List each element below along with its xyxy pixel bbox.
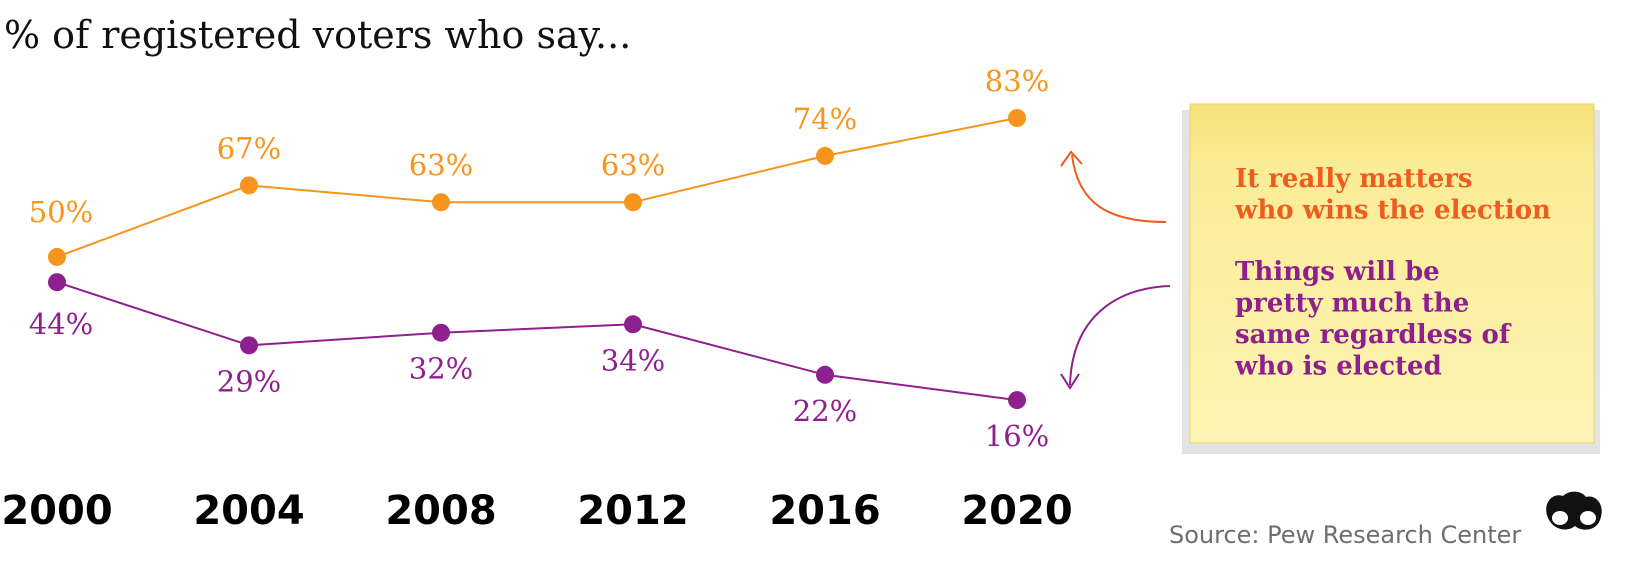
data-label: 83% <box>985 64 1049 98</box>
data-labels: 50% 67% 63% 63% 74% 83% 44% 29% 32% 34% 22% 16% <box>29 64 1049 453</box>
data-point <box>240 336 258 355</box>
data-label: 63% <box>409 148 473 182</box>
legend-item-orange: It really matters <box>1235 164 1472 194</box>
data-label: 29% <box>217 364 281 398</box>
x-tick-label: 2004 <box>193 488 304 534</box>
data-point <box>816 365 834 384</box>
data-label: 74% <box>793 102 857 136</box>
data-label: 34% <box>601 343 665 377</box>
purple-arrowhead-icon <box>1060 373 1080 390</box>
data-point <box>48 273 66 292</box>
data-point <box>1008 391 1026 410</box>
annotation-arrows <box>1060 150 1171 390</box>
orange-arrow-icon <box>1071 154 1167 223</box>
binoculars-icon <box>1546 491 1602 530</box>
data-point <box>816 146 834 165</box>
legend-item-orange: who wins the election <box>1234 196 1551 226</box>
x-tick-label: 2020 <box>961 488 1072 534</box>
data-point <box>432 323 450 342</box>
orange-arrowhead-icon <box>1060 150 1083 167</box>
note-paper <box>1189 103 1595 444</box>
series-line-1 <box>56 117 1018 258</box>
data-label: 44% <box>29 307 93 341</box>
x-axis: 2000 2004 2008 2012 2016 2020 <box>1 488 1072 534</box>
x-tick-label: 2016 <box>769 488 880 534</box>
data-label: 32% <box>409 352 473 386</box>
data-point <box>624 193 642 212</box>
data-label: 16% <box>985 419 1049 453</box>
purple-arrow-icon <box>1069 285 1171 386</box>
series-points <box>48 109 1026 410</box>
data-label: 50% <box>29 195 93 229</box>
data-point <box>240 176 258 195</box>
series-line-2 <box>56 281 1018 402</box>
data-label: 63% <box>601 148 665 182</box>
legend-item-purple: same regardless of <box>1235 320 1512 350</box>
data-label: 67% <box>217 131 281 165</box>
data-point <box>432 193 450 212</box>
x-tick-label: 2000 <box>1 488 112 534</box>
chart-title: % of registered voters who say... <box>4 13 631 57</box>
data-point <box>48 247 66 266</box>
legend-item-purple: Things will be <box>1235 257 1440 287</box>
data-point <box>624 315 642 334</box>
x-tick-label: 2008 <box>385 488 496 534</box>
series-lines <box>56 117 1018 402</box>
legend-item-purple: pretty much the <box>1235 289 1469 319</box>
data-label: 22% <box>793 394 857 428</box>
x-tick-label: 2012 <box>577 488 688 534</box>
source-note: Source: Pew Research Center <box>1169 521 1521 549</box>
data-point <box>1008 109 1026 127</box>
legend-item-purple: who is elected <box>1234 352 1442 382</box>
